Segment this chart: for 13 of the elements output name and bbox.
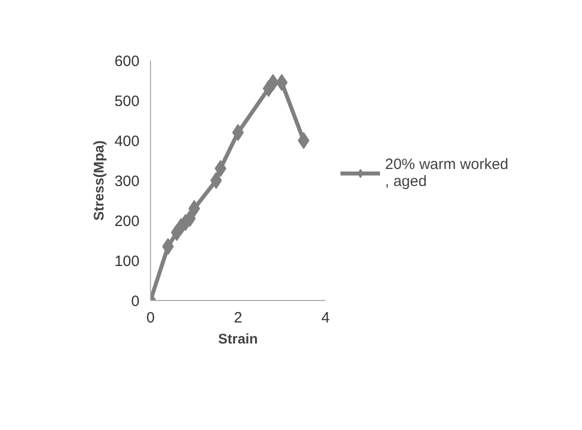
x-tick-label: 4 (321, 310, 330, 326)
y-axis-title: Stress(Mpa) (90, 140, 106, 221)
x-tick-label: 0 (146, 310, 155, 326)
x-tick-label: 2 (234, 310, 242, 326)
y-tick-label: 600 (114, 53, 140, 70)
y-tick-label: 0 (131, 293, 140, 310)
y-tick-label: 300 (114, 173, 140, 190)
y-tick-label: 500 (114, 93, 140, 110)
y-tick-label: 100 (114, 253, 140, 270)
y-tick-label: 400 (114, 133, 140, 150)
x-axis-title: Strain (218, 330, 258, 346)
legend-label: 20% warm worked , aged (385, 156, 508, 190)
y-tick-label: 200 (114, 213, 140, 230)
